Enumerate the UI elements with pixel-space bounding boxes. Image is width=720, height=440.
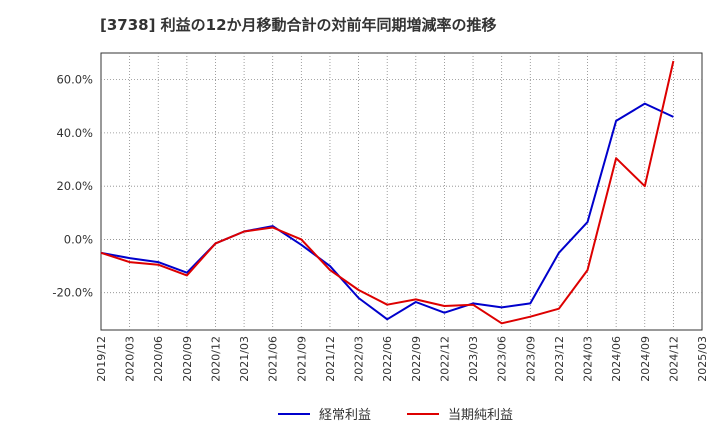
y-tick-label: 0.0%: [64, 232, 93, 246]
legend-label-series-0: 経常利益: [319, 408, 371, 423]
x-tick-label: 2024/03: [582, 336, 595, 382]
x-tick-label: 2023/03: [467, 336, 480, 382]
legend: 経常利益 当期純利益: [278, 408, 513, 423]
x-tick-label: 2024/06: [610, 336, 623, 382]
x-tick-label: 2025/03: [696, 336, 709, 382]
x-tick-label: 2022/12: [438, 336, 451, 382]
series-line-1: [100, 60, 675, 325]
chart-title: [3738] 利益の12か月移動合計の対前年同期増減率の推移: [100, 16, 497, 34]
x-tick-label: 2022/09: [410, 336, 423, 382]
x-tick-label: 2023/06: [496, 336, 509, 382]
x-gridlines: [129, 53, 674, 330]
x-tick-label: 2021/12: [324, 336, 337, 382]
x-tick-label: 2019/12: [95, 336, 108, 382]
x-tick-label: 2023/12: [553, 336, 566, 382]
series-line-0: [100, 102, 674, 321]
x-tick-label: 2020/09: [181, 336, 194, 382]
y-axis-ticks: 60.0% 40.0% 20.0% 0.0% -20.0%: [52, 73, 93, 300]
x-tick-label: 2021/06: [267, 336, 280, 382]
plot-area: [100, 52, 703, 331]
x-tick-label: 2024/09: [639, 336, 652, 382]
y-gridlines: [101, 79, 702, 294]
y-tick-label: 40.0%: [56, 126, 93, 140]
x-tick-label: 2020/03: [124, 336, 137, 382]
x-tick-label: 2021/03: [238, 336, 251, 382]
x-tick-label: 2023/09: [524, 336, 537, 382]
x-tick-label: 2024/12: [667, 336, 680, 382]
x-tick-label: 2022/03: [353, 336, 366, 382]
y-tick-label: 20.0%: [56, 179, 93, 193]
series-layer: [100, 60, 675, 325]
x-tick-label: 2020/06: [152, 336, 165, 382]
x-axis-ticks: 2019/12 2020/03 2020/06 2020/09 2020/12 2021/…: [95, 336, 709, 382]
y-tick-label: 60.0%: [56, 73, 93, 87]
x-tick-label: 2020/12: [209, 336, 222, 382]
y-tick-label: -20.0%: [52, 286, 93, 300]
legend-label-series-1: 当期純利益: [448, 408, 513, 423]
x-tick-label: 2022/06: [381, 336, 394, 382]
x-tick-label: 2021/09: [295, 336, 308, 382]
